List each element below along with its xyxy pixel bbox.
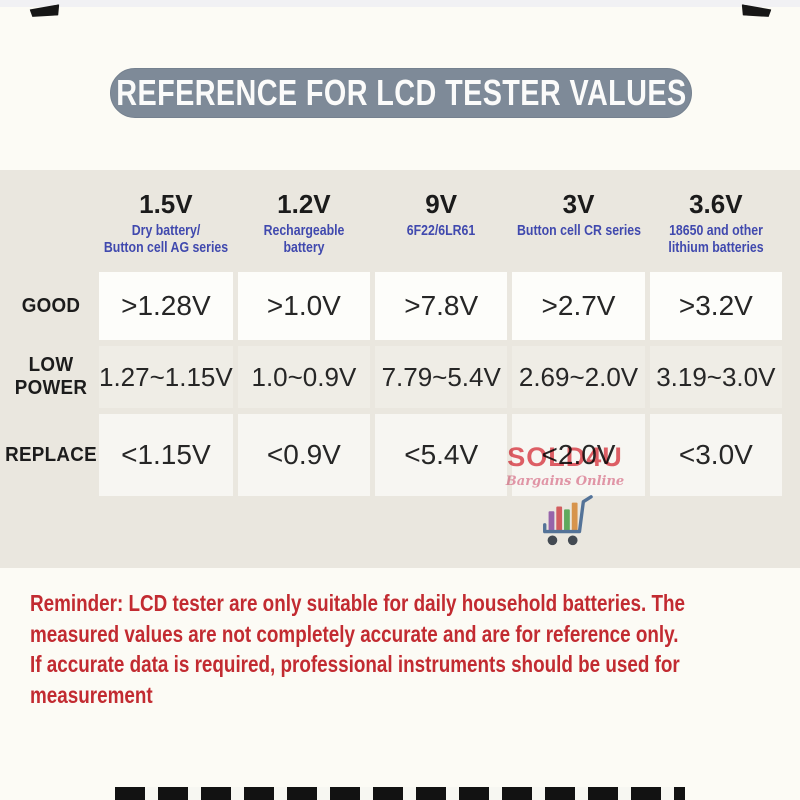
shopping-cart-icon	[495, 492, 635, 553]
column-voltage: 9V	[425, 189, 458, 219]
reminder-line: measurement	[30, 681, 153, 708]
reminder-line: If accurate data is required, profession…	[30, 651, 680, 678]
column-voltage: 1.2V	[277, 189, 331, 219]
column-header-3-6v: 3.6V 18650 and other lithium batteries	[650, 186, 782, 266]
tester-values-table: 1.5V Dry battery/ Button cell AG series …	[5, 186, 782, 496]
value-cell: 2.69~2.0V	[512, 346, 645, 408]
column-subtitle: 6F22/6LR61	[406, 223, 476, 239]
row-label-replace: REPLACE	[5, 443, 97, 466]
column-voltage: 1.5V	[139, 189, 193, 219]
title-banner: REFERENCE FOR LCD TESTER VALUES	[110, 68, 692, 118]
column-subtitle: 18650 and other lithium batteries	[668, 223, 764, 257]
column-subtitle: Button cell CR series	[516, 223, 641, 239]
bottom-dashed-bar	[115, 787, 685, 800]
value-cell: <3.0V	[649, 414, 782, 496]
column-voltage: 3.6V	[689, 189, 743, 219]
column-voltage: 3V	[562, 189, 595, 219]
value-cell: <0.9V	[237, 414, 371, 496]
top-edge-strip	[0, 0, 800, 7]
value-cell: <2.0V	[512, 414, 645, 496]
watermark-tagline-text: Bargains Online	[505, 474, 625, 489]
column-header-1-2v: 1.2V Rechargeable battery	[238, 186, 370, 266]
value-cell: >2.7V	[512, 272, 645, 340]
column-header-9v: 9V 6F22/6LR61	[375, 186, 507, 266]
value-cell: 3.19~3.0V	[649, 346, 782, 408]
watermark-brand-text: SOLD4U	[507, 442, 623, 472]
value-cell: >7.8V	[375, 272, 508, 340]
column-header-3v: 3V Button cell CR series	[512, 186, 644, 266]
value-cell: 7.79~5.4V	[375, 346, 508, 408]
row-label-low-power: LOW POWER	[14, 354, 88, 399]
column-header-1-5v: 1.5V Dry battery/ Button cell AG series	[99, 186, 233, 266]
value-cell: 1.0~0.9V	[237, 346, 371, 408]
value-cell: <1.15V	[99, 414, 233, 496]
column-subtitle: Rechargeable battery	[263, 223, 345, 257]
page-title: REFERENCE FOR LCD TESTER VALUES	[115, 72, 687, 113]
value-cell: >3.2V	[649, 272, 782, 340]
reminder-line: Reminder: LCD tester are only suitable f…	[30, 590, 686, 616]
store-watermark: SOLD4U Bargains Online	[495, 442, 635, 553]
value-cell: >1.0V	[237, 272, 371, 340]
reminder-note: Reminder: LCD tester are only suitable f…	[30, 588, 776, 710]
reminder-line: measured values are not completely accur…	[30, 620, 679, 647]
value-cell: 1.27~1.15V	[99, 346, 233, 408]
column-subtitle: Dry battery/ Button cell AG series	[103, 223, 228, 257]
value-cell: >1.28V	[99, 272, 233, 340]
value-cell: <5.4V	[375, 414, 508, 496]
row-label-good: GOOD	[21, 294, 81, 317]
